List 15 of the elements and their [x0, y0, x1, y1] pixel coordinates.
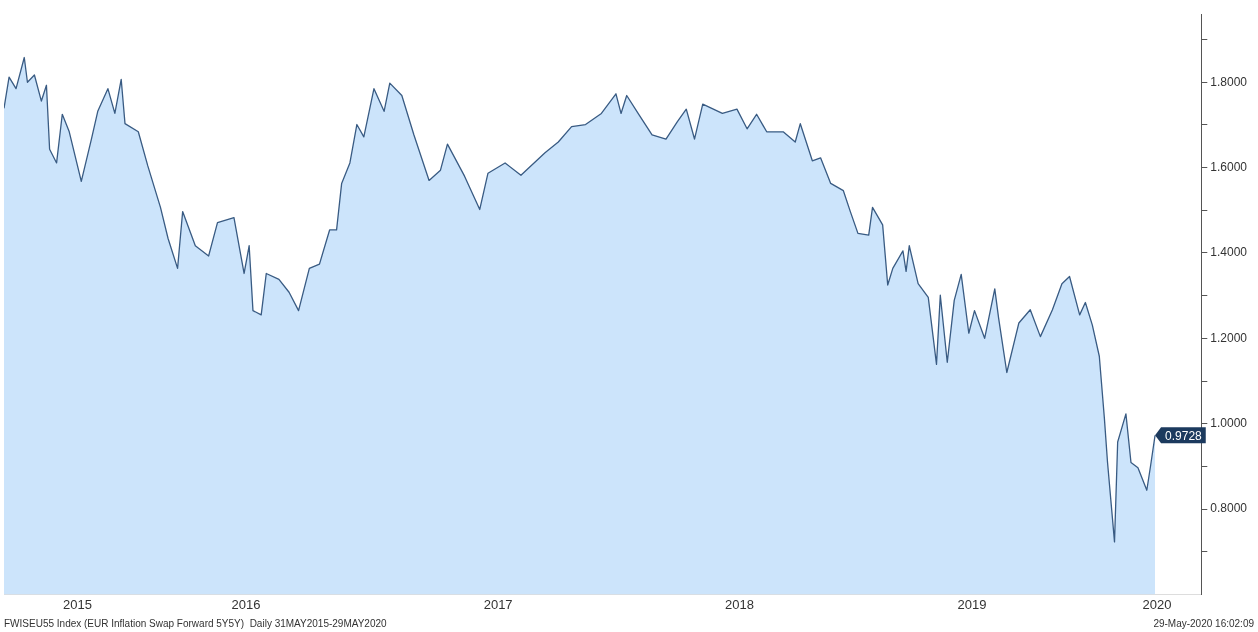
text: FWISEU55 Index (EUR Inflation Swap Forward 5Y5Y) Daily 31MAY2015-29MAY2020	[4, 617, 388, 629]
x-tick-label: 2018	[725, 596, 754, 612]
y-tick-label: 0.8000	[1210, 501, 1248, 516]
y-tick-label: 1.4000	[1210, 245, 1248, 260]
text: 29-May-2020 16:02:09	[1153, 617, 1255, 629]
x-tick-label: 2017	[483, 596, 513, 612]
annotation: 0.9728	[1165, 428, 1203, 443]
y-tick-label: 1.6000	[1210, 159, 1248, 174]
x-tick-label: 2020	[1142, 596, 1172, 612]
x-tick-label: 2016	[231, 596, 261, 612]
y-tick-label: 1.0000	[1210, 416, 1248, 431]
x-tick-label: 2019	[957, 596, 987, 612]
x-tick-label: 2015	[63, 596, 92, 612]
y-tick-label: 1.8000	[1210, 74, 1248, 89]
y-tick-label: 1.2000	[1210, 330, 1248, 345]
